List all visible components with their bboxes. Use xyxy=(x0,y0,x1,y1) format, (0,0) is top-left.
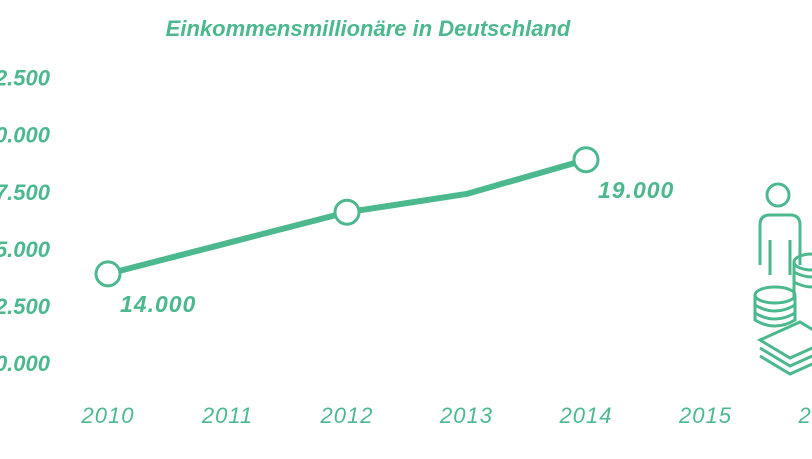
y-tick-label: 17.500 xyxy=(0,180,51,205)
y-tick-label: 12.500 xyxy=(0,294,51,319)
x-tick-label: 2015 xyxy=(678,403,732,428)
y-tick-label: 15.000 xyxy=(0,237,51,262)
y-tick-label: 22.500 xyxy=(0,66,51,91)
y-tick-label: 20.000 xyxy=(0,123,51,148)
marker xyxy=(94,260,122,288)
y-tick-label: 10.000 xyxy=(0,351,51,376)
value-label: 14.000 xyxy=(120,291,196,317)
x-tick-label: 2012 xyxy=(320,403,374,428)
x-tick-label: 2014 xyxy=(559,403,613,428)
chart-title: Einkommensmillionäre in Deutschland xyxy=(166,16,571,41)
x-tick-label: 2010 xyxy=(81,403,135,428)
value-label: 19.000 xyxy=(598,177,674,203)
x-tick-label: 2013 xyxy=(439,403,493,428)
x-tick-label: 2011 xyxy=(201,403,253,428)
icon xyxy=(753,182,812,376)
marker xyxy=(333,198,361,226)
marker xyxy=(572,146,600,174)
x-tick-label: 2016 xyxy=(798,403,812,428)
